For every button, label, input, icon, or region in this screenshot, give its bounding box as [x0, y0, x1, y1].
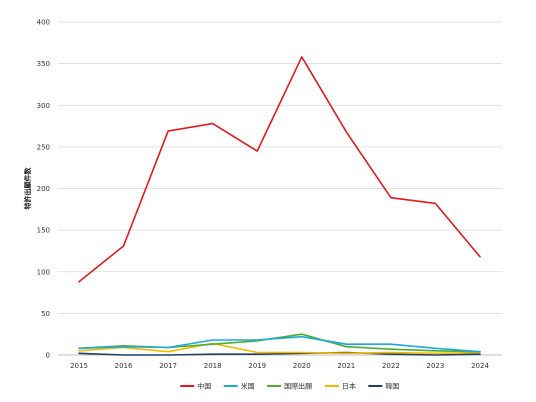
x-tick-label: 2020 [293, 362, 311, 370]
x-tick-label: 2024 [471, 362, 489, 370]
series-line-1 [78, 335, 481, 353]
y-tick-label: 50 [41, 310, 50, 318]
y-tick-label: 150 [37, 227, 50, 235]
legend-label: 日本 [342, 382, 356, 391]
x-axis-ticks: 2015 2016 2017 2018 2019 2020 2021 2022 2023 2024 [70, 362, 489, 370]
gridlines [58, 21, 502, 356]
series-lines [78, 56, 481, 356]
legend-item-3[interactable]: 日本 [324, 382, 356, 391]
x-tick-label: 2017 [159, 362, 177, 370]
y-tick-label: 250 [37, 143, 50, 151]
legend-label: 国際出願 [284, 382, 312, 391]
y-tick-label: 0 [46, 352, 50, 360]
legend-label: 米国 [241, 382, 255, 391]
series-line-0 [78, 56, 481, 283]
legend-item-4[interactable]: 韓国 [368, 382, 399, 391]
legend-item-1[interactable]: 米国 [223, 382, 255, 391]
legend: 中国 米国 国際出願 日本 韓国 [180, 382, 399, 391]
series-line-3 [78, 342, 481, 355]
x-tick-label: 2018 [204, 362, 222, 370]
legend-item-2[interactable]: 国際出願 [267, 382, 312, 391]
y-axis-ticks: 0 50 100 150 200 250 300 350 400 [37, 19, 50, 360]
y-tick-label: 300 [37, 102, 50, 110]
x-tick-label: 2023 [427, 362, 445, 370]
x-tick-label: 2016 [115, 362, 133, 370]
y-tick-label: 100 [37, 268, 50, 276]
series-line-4 [78, 351, 481, 356]
legend-label: 中国 [197, 382, 211, 391]
x-tick-label: 2015 [70, 362, 88, 370]
legend-label: 韓国 [385, 382, 399, 391]
legend-item-0[interactable]: 中国 [180, 382, 211, 391]
x-tick-label: 2019 [248, 362, 266, 370]
x-tick-label: 2022 [382, 362, 400, 370]
y-tick-label: 200 [37, 185, 50, 193]
y-tick-label: 350 [37, 60, 50, 68]
y-axis-title: 特許出願件数 [23, 167, 32, 210]
x-tick-label: 2021 [337, 362, 355, 370]
y-tick-label: 400 [37, 19, 50, 27]
